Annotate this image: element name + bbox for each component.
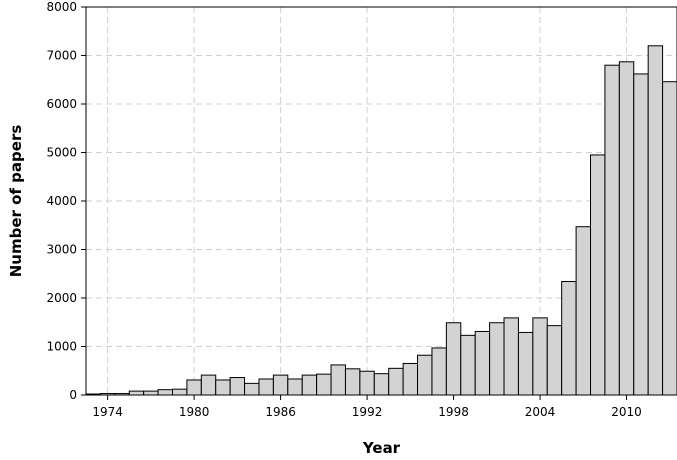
bar-1984: [244, 382, 260, 396]
bar-2006: [561, 281, 577, 396]
bars: [85, 45, 677, 396]
y-tick-label: 5000: [46, 146, 77, 160]
bar-2005: [546, 325, 563, 396]
bar-1980: [186, 379, 202, 396]
bar-1976: [128, 390, 145, 396]
x-tick-label: 2004: [525, 405, 556, 419]
y-tick-label: 4000: [46, 194, 77, 208]
bar-1983: [229, 377, 246, 396]
bar-1981: [200, 374, 217, 396]
x-tick-label: 1980: [179, 405, 210, 419]
bar-1987: [287, 378, 303, 396]
y-tick-label: 6000: [46, 97, 77, 111]
bar-2007: [575, 226, 592, 396]
bar-2000: [474, 330, 491, 396]
bar-1990: [330, 364, 346, 396]
bar-2001: [489, 322, 505, 396]
bar-1999: [460, 334, 476, 396]
bar-1991: [344, 368, 361, 396]
bar-1982: [215, 379, 231, 396]
x-axis-title: Year: [362, 439, 401, 457]
y-tick-label: 1000: [46, 340, 77, 354]
y-tick-label: 0: [69, 388, 77, 402]
bar-1995: [402, 362, 419, 396]
x-tick-label: 2010: [611, 405, 642, 419]
bar-1978: [157, 389, 173, 396]
bar-2013: [662, 81, 677, 396]
bar-1996: [417, 354, 433, 396]
bar-1985: [258, 378, 274, 396]
bar-1997: [431, 347, 447, 396]
bar-1986: [272, 374, 289, 396]
bar-2010: [618, 61, 635, 396]
bar-1989: [316, 373, 332, 396]
bar-2002: [503, 317, 519, 396]
bar-1979: [171, 388, 188, 396]
y-tick-label: 3000: [46, 243, 77, 257]
x-axis: 1974 1980 1986 1992 1998 2004 2010: [92, 395, 642, 419]
bar-1977: [143, 390, 159, 396]
bar-1988: [301, 374, 318, 396]
bar-1994: [388, 367, 404, 396]
y-tick-label: 2000: [46, 291, 77, 305]
bar-1993: [373, 373, 390, 396]
bar-2003: [517, 331, 534, 396]
x-tick-label: 1992: [352, 405, 383, 419]
bar-2009: [604, 64, 620, 396]
x-tick-label: 1986: [265, 405, 296, 419]
bar-1992: [359, 370, 375, 396]
bar-1998: [445, 322, 462, 396]
bar-2008: [590, 154, 606, 396]
y-tick-label: 7000: [46, 49, 77, 63]
x-tick-label: 1998: [438, 405, 469, 419]
y-axis: 0 1000 2000 3000 4000 5000 6000 7000 8000: [46, 0, 86, 402]
y-axis-title: Number of papers: [7, 125, 25, 278]
bar-2011: [633, 73, 649, 396]
y-tick-label: 8000: [46, 0, 77, 14]
x-tick-label: 1974: [92, 405, 123, 419]
bar-2004: [532, 317, 548, 396]
bar-2012: [647, 45, 664, 396]
